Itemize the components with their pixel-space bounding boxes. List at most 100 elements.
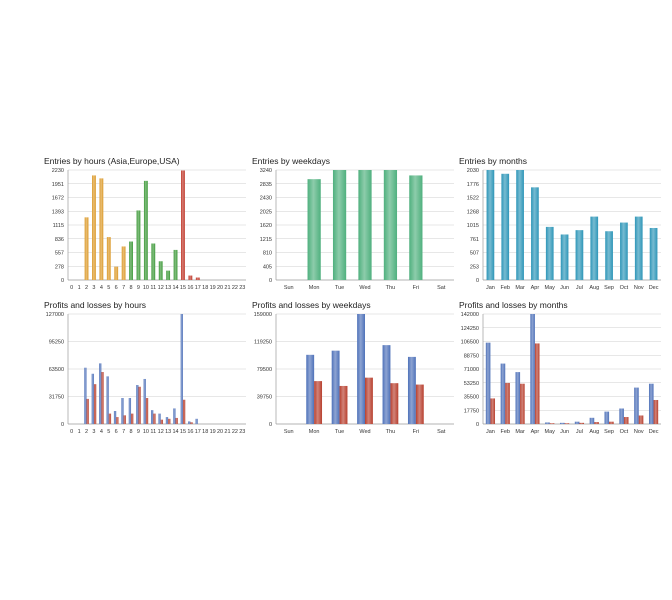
y-tick-label: 88750 bbox=[464, 353, 479, 359]
x-tick-label: 5 bbox=[107, 285, 110, 291]
y-tick-label: 79500 bbox=[257, 367, 272, 373]
bar bbox=[358, 170, 372, 280]
x-tick-label: 19 bbox=[210, 285, 216, 291]
x-tick-label: 6 bbox=[115, 285, 118, 291]
x-tick-label: Jan bbox=[486, 285, 495, 291]
bar bbox=[604, 411, 610, 424]
x-tick-label: 23 bbox=[239, 429, 245, 435]
x-tick-label: 16 bbox=[187, 429, 193, 435]
x-tick-label: Jul bbox=[576, 429, 583, 435]
bar bbox=[638, 415, 644, 424]
x-tick-label: 8 bbox=[130, 285, 133, 291]
bar bbox=[173, 249, 178, 280]
bar bbox=[160, 419, 164, 424]
chart-plot: 0 17750 35500 53250 71000 88750 106500 124250 14… bbox=[461, 312, 661, 435]
y-tick-label: 1776 bbox=[467, 182, 479, 188]
chart-plot: 0 405 810 1215 1620 2025 2430 2835 3240 Sun Mon Tue… bbox=[260, 168, 454, 291]
bar bbox=[534, 343, 540, 424]
x-tick-label: Jun bbox=[560, 429, 569, 435]
y-tick-label: 39750 bbox=[257, 395, 272, 401]
bar bbox=[589, 417, 595, 424]
y-tick-label: 2430 bbox=[260, 196, 272, 202]
bar bbox=[390, 383, 399, 424]
bar bbox=[545, 226, 554, 280]
bar bbox=[86, 398, 89, 424]
chart-profits-losses-by-hours: Profits and losses by hours 0 31750 63500 9… bbox=[44, 300, 249, 435]
bar bbox=[108, 413, 112, 424]
y-tick-label: 31750 bbox=[49, 395, 64, 401]
y-tick-label: 2835 bbox=[260, 182, 272, 188]
x-tick-label: Feb bbox=[501, 429, 510, 435]
x-tick-label: Tue bbox=[335, 285, 344, 291]
y-tick-label: 1115 bbox=[53, 223, 64, 229]
bar bbox=[501, 173, 510, 280]
bar bbox=[407, 356, 416, 424]
bar bbox=[365, 377, 373, 424]
bar bbox=[138, 386, 141, 424]
x-tick-label: Sun bbox=[284, 285, 294, 291]
x-tick-label: Sun bbox=[284, 429, 294, 435]
chart-plot: 0 39750 79500 119250 159000 Sun Mon Tue Wed Thu Fr… bbox=[254, 312, 454, 435]
bar bbox=[314, 381, 323, 424]
chart-entries-by-months: Entries by months 0 253 507 761 1015 1268 1522… bbox=[459, 156, 664, 291]
y-tick-label: 95250 bbox=[49, 340, 64, 346]
bar bbox=[653, 399, 659, 424]
bar bbox=[188, 421, 191, 424]
bar bbox=[158, 413, 161, 424]
x-tick-label: 1 bbox=[78, 429, 81, 435]
bar bbox=[166, 270, 171, 280]
bar bbox=[114, 266, 119, 280]
x-tick-label: 3 bbox=[92, 285, 95, 291]
bar bbox=[150, 410, 154, 424]
y-tick-label: 0 bbox=[476, 422, 479, 428]
x-tick-label: May bbox=[545, 285, 556, 291]
x-tick-label: 23 bbox=[239, 285, 245, 291]
bar bbox=[594, 422, 599, 424]
y-tick-label: 63500 bbox=[49, 367, 64, 373]
bar bbox=[564, 423, 570, 424]
bar bbox=[116, 417, 119, 424]
y-tick-label: 35500 bbox=[464, 395, 479, 401]
bar bbox=[634, 387, 639, 424]
bar bbox=[605, 231, 613, 280]
x-tick-label: 11 bbox=[150, 285, 156, 291]
x-tick-label: 22 bbox=[232, 429, 238, 435]
x-tick-label: 17 bbox=[195, 285, 201, 291]
x-tick-label: Oct bbox=[620, 429, 629, 435]
bar bbox=[106, 237, 111, 280]
x-tick-label: Aug bbox=[589, 285, 599, 291]
bar bbox=[549, 423, 555, 424]
bar bbox=[165, 417, 169, 424]
x-tick-label: Wed bbox=[359, 285, 370, 291]
y-tick-label: 507 bbox=[470, 251, 479, 257]
chart-title: Entries by months bbox=[459, 156, 528, 166]
x-tick-label: Fri bbox=[413, 285, 419, 291]
x-tick-label: 20 bbox=[217, 429, 223, 435]
bar bbox=[490, 398, 496, 424]
bar bbox=[485, 342, 491, 424]
y-tick-label: 557 bbox=[55, 251, 64, 257]
x-tick-label: Thu bbox=[386, 285, 395, 291]
bar bbox=[357, 314, 365, 424]
x-tick-label: 21 bbox=[224, 285, 230, 291]
x-tick-label: 20 bbox=[217, 285, 223, 291]
y-tick-label: 17750 bbox=[464, 408, 479, 414]
x-tick-label: 18 bbox=[202, 429, 208, 435]
y-tick-label: 124250 bbox=[461, 326, 479, 332]
x-tick-label: 15 bbox=[180, 285, 186, 291]
x-tick-label: 11 bbox=[150, 429, 156, 435]
chart-title: Entries by hours (Asia,Europe,USA) bbox=[44, 156, 180, 166]
y-tick-label: 142000 bbox=[461, 312, 479, 318]
bar bbox=[383, 170, 398, 280]
chart-title: Entries by weekdays bbox=[252, 156, 330, 166]
x-tick-label: 12 bbox=[158, 429, 164, 435]
x-tick-label: Wed bbox=[359, 429, 370, 435]
y-tick-label: 0 bbox=[476, 278, 479, 284]
x-tick-label: Dec bbox=[649, 285, 659, 291]
bar bbox=[382, 345, 391, 424]
bar bbox=[306, 354, 315, 424]
bar bbox=[121, 246, 126, 280]
y-tick-label: 405 bbox=[263, 264, 272, 270]
bar bbox=[173, 408, 176, 424]
bar bbox=[181, 170, 185, 280]
